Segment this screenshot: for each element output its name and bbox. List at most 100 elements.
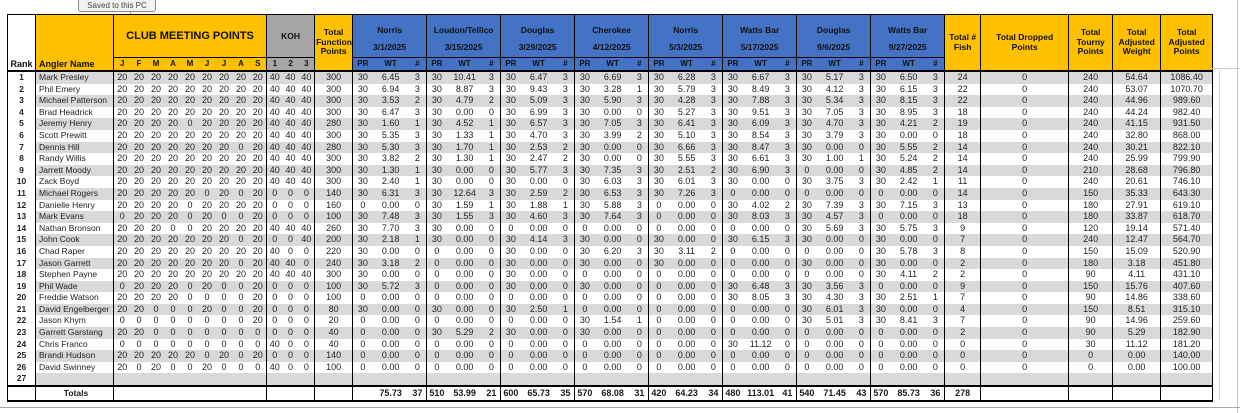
tournament-wt-cell[interactable]: 1.60	[372, 118, 409, 130]
tournament-wt-cell[interactable]: 7.05	[825, 106, 844, 117]
tournament-wt-cell[interactable]	[890, 373, 927, 387]
club-month-points-cell[interactable]: 20	[164, 118, 182, 130]
tournament-pr-cell[interactable]: 30	[574, 234, 595, 246]
tournament-count-cell[interactable]: 0	[778, 350, 797, 362]
club-month-points-cell[interactable]: 20	[164, 350, 182, 362]
totals-empty-cell[interactable]	[266, 385, 283, 403]
tournament-pr-cell[interactable]: 30	[722, 280, 743, 293]
tournament-count-cell[interactable]: 3	[778, 118, 797, 130]
total-fish-cell[interactable]: 22	[944, 95, 981, 107]
tournament-wt-cell[interactable]: 0.00	[825, 361, 844, 372]
totals-adjusted-weight-cell[interactable]	[1112, 385, 1161, 403]
tournament-wt-cell[interactable]: 0.00	[899, 361, 918, 372]
club-month-points-cell[interactable]: 0	[232, 141, 250, 154]
club-month-points-cell[interactable]: 0	[232, 234, 250, 246]
tournament-pr-cell[interactable]: 30	[500, 83, 521, 96]
club-month-points-cell[interactable]: 0	[221, 315, 227, 326]
tournament-pr-cell[interactable]: 30	[574, 257, 595, 270]
tournament-pr-cell[interactable]: 0	[870, 187, 891, 200]
tournament-wt-cell[interactable]: 0.00	[594, 327, 631, 339]
club-month-points-cell[interactable]: 20	[218, 176, 229, 187]
club-month-points-cell[interactable]: 20	[201, 361, 212, 372]
tournament-wt-cell[interactable]: 0.00	[816, 141, 853, 154]
rank-cell[interactable]: 2	[7, 83, 36, 96]
tourny-points-cell[interactable]: 150	[1068, 187, 1113, 200]
club-month-points-cell[interactable]: 20	[130, 187, 148, 200]
tournament-pr-cell[interactable]: 30	[796, 280, 817, 293]
tournament-wt-cell[interactable]: 0.00	[446, 280, 483, 293]
club-month-points-cell[interactable]: 20	[249, 187, 267, 200]
koh-points-cell[interactable]: 40	[266, 164, 283, 177]
adjusted-points-cell[interactable]: 520.90	[1160, 245, 1213, 258]
sub-col-header-pr[interactable]: PR	[648, 57, 669, 72]
koh-points-cell[interactable]: 40	[266, 361, 283, 374]
tournament-count-cell[interactable]: 0	[488, 106, 494, 117]
tournament-wt-cell[interactable]: 7.26	[668, 187, 705, 200]
tournament-pr-cell[interactable]: 30	[722, 338, 743, 351]
club-month-points-cell[interactable]: 20	[167, 129, 178, 140]
koh-points-cell[interactable]: 40	[282, 118, 299, 130]
adjusted-points-cell[interactable]: 796.80	[1160, 164, 1213, 177]
club-month-points-cell[interactable]: 20	[113, 141, 131, 154]
koh-points-cell[interactable]: 0	[282, 211, 299, 223]
tournament-wt-cell[interactable]: 3.18	[372, 257, 409, 270]
tournament-pr-cell[interactable]: 30	[870, 257, 891, 270]
tournament-pr-cell[interactable]: 30	[648, 95, 669, 107]
club-month-points-cell[interactable]: 20	[252, 83, 263, 94]
tournament-pr-cell[interactable]: 0	[648, 280, 669, 293]
tourny-points-cell[interactable]: 240	[1068, 234, 1113, 246]
tournament-count-cell[interactable]: 0	[852, 257, 871, 270]
tournament-wt-cell[interactable]: 2.47	[529, 153, 548, 164]
koh-points-cell[interactable]: 40	[285, 269, 296, 280]
dropped-points-cell[interactable]: 0	[980, 222, 1069, 235]
koh-points-cell[interactable]: 0	[266, 199, 283, 212]
month-col-header[interactable]: J	[215, 57, 233, 72]
koh-points-cell[interactable]: 40	[298, 141, 315, 154]
tournament-pr-cell[interactable]: 30	[796, 257, 817, 270]
tournament-count-cell[interactable]: 0	[636, 106, 642, 117]
tournament-wt-cell[interactable]: 0.00	[816, 164, 853, 177]
club-month-points-cell[interactable]: 0	[147, 303, 165, 316]
tournament-wt-cell[interactable]: 4.52	[446, 118, 483, 130]
totals-count-cell[interactable]: 37	[408, 385, 427, 403]
tournament-count-cell[interactable]: 1	[636, 83, 642, 94]
tournament-pr-cell[interactable]: 0	[352, 199, 373, 212]
koh-points-cell[interactable]: 40	[266, 95, 283, 107]
club-month-points-cell[interactable]	[164, 373, 182, 387]
totals-empty-cell[interactable]	[113, 385, 131, 403]
club-month-points-cell[interactable]: 0	[215, 327, 233, 339]
tournament-pr-cell[interactable]: 0	[500, 361, 521, 374]
tournament-wt-cell[interactable]: 0.00	[751, 315, 770, 326]
tournament-wt-cell[interactable]: 0.00	[603, 269, 622, 280]
dropped-points-cell[interactable]: 0	[980, 83, 1069, 96]
tournament-wt-cell[interactable]: 0.00	[816, 257, 853, 270]
tournament-count-cell[interactable]: 3	[858, 222, 864, 233]
tournament-pr-cell[interactable]: 0	[352, 361, 373, 374]
tournament-header-watts-bar-2[interactable]: Watts Bar 9/27/2025	[870, 14, 946, 58]
tourny-points-cell[interactable]: 90	[1068, 327, 1113, 339]
tournament-wt-cell[interactable]: 2.50	[520, 303, 557, 316]
tournament-count-cell[interactable]: 0	[852, 187, 871, 200]
tournament-count-cell[interactable]: 3	[784, 83, 790, 94]
tournament-count-cell[interactable]: 3	[932, 315, 938, 326]
tournament-pr-cell[interactable]: 0	[722, 187, 743, 200]
tournament-header-norris-1[interactable]: Norris 3/1/2025	[352, 14, 428, 58]
dropped-points-cell[interactable]: 0	[980, 106, 1069, 119]
tourny-points-cell[interactable]: 180	[1068, 257, 1113, 270]
tournament-wt-cell[interactable]: 5.79	[677, 83, 696, 94]
sub-col-header-pr[interactable]: PR	[500, 57, 521, 72]
rank-cell[interactable]: 17	[7, 257, 36, 270]
tournament-count-cell[interactable]	[852, 373, 871, 387]
function-points-cell[interactable]: 280	[314, 118, 353, 130]
angler-name-cell[interactable]: Brandi Hudson	[35, 350, 114, 362]
tournament-pr-cell[interactable]: 0	[352, 350, 373, 362]
tournament-count-cell[interactable]	[926, 373, 945, 387]
tournament-count-cell[interactable]: 0	[414, 245, 420, 256]
tournament-count-cell[interactable]: 0	[926, 280, 945, 293]
club-month-points-cell[interactable]: 20	[150, 222, 161, 233]
club-month-points-cell[interactable]: 20	[130, 303, 148, 316]
tournament-pr-cell[interactable]: 30	[426, 234, 447, 246]
koh-points-cell[interactable]: 40	[298, 95, 315, 107]
tournament-wt-cell[interactable]: 0.00	[816, 327, 853, 339]
club-month-points-cell[interactable]: 20	[150, 129, 161, 140]
